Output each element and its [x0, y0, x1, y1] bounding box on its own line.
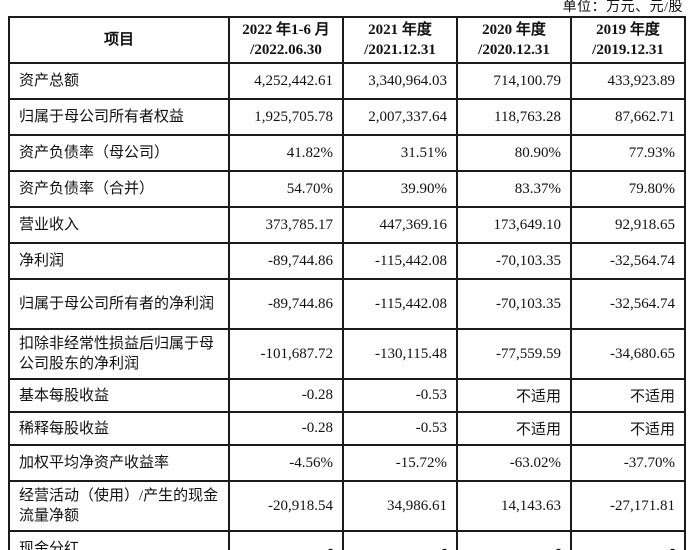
cell-value: -	[342, 530, 458, 550]
table-row: 基本每股收益 -0.28 -0.53 不适用 不适用	[8, 378, 686, 413]
cell-value: -0.53	[342, 411, 458, 446]
cell-value: 80.90%	[456, 134, 572, 172]
cell-value: 39.90%	[342, 170, 458, 208]
table-row: 稀释每股收益 -0.28 -0.53 不适用 不适用	[8, 411, 686, 446]
row-label: 归属于母公司所有者的净利润	[8, 278, 230, 330]
cell-value: -32,564.74	[570, 242, 686, 280]
cell-value: -115,442.08	[342, 278, 458, 330]
cell-value: -32,564.74	[570, 278, 686, 330]
cell-value: -	[570, 530, 686, 550]
cell-value: 77.93%	[570, 134, 686, 172]
column-header-2022: 2022 年1-6 月 /2022.06.30	[228, 16, 344, 64]
cell-value: 1,925,705.78	[228, 98, 344, 136]
row-label: 营业收入	[8, 206, 230, 244]
column-header-item: 项目	[8, 16, 230, 64]
row-label: 现金分红	[8, 530, 230, 550]
row-label: 经营活动（使用）/产生的现金流量净额	[8, 480, 230, 532]
row-label: 加权平均净资产收益率	[8, 444, 230, 482]
table-row: 资产负债率（合并） 54.70% 39.90% 83.37% 79.80%	[8, 170, 686, 208]
cell-value: -77,559.59	[456, 328, 572, 380]
row-label: 净利润	[8, 242, 230, 280]
cell-value: -89,744.86	[228, 242, 344, 280]
cell-value: 118,763.28	[456, 98, 572, 136]
cell-value: 3,340,964.03	[342, 62, 458, 100]
cell-value: 79.80%	[570, 170, 686, 208]
row-label: 基本每股收益	[8, 378, 230, 413]
table-row: 现金分红 - - - -	[8, 530, 686, 550]
table-row: 经营活动（使用）/产生的现金流量净额 -20,918.54 34,986.61 …	[8, 480, 686, 532]
table-header-row: 项目 2022 年1-6 月 /2022.06.30 2021 年度 /2021…	[8, 16, 686, 64]
table-row: 扣除非经常性损益后归属于母公司股东的净利润 -101,687.72 -130,1…	[8, 328, 686, 380]
cell-value: 447,369.16	[342, 206, 458, 244]
row-label: 资产负债率（母公司）	[8, 134, 230, 172]
table-row: 加权平均净资产收益率 -4.56% -15.72% -63.02% -37.70…	[8, 444, 686, 482]
row-label: 稀释每股收益	[8, 411, 230, 446]
row-label: 资产负债率（合并）	[8, 170, 230, 208]
cell-value: 4,252,442.61	[228, 62, 344, 100]
row-label: 扣除非经常性损益后归属于母公司股东的净利润	[8, 328, 230, 380]
cell-value: -	[228, 530, 344, 550]
cell-value: -89,744.86	[228, 278, 344, 330]
cell-value: -27,171.81	[570, 480, 686, 532]
cell-value: 41.82%	[228, 134, 344, 172]
table-row: 资产总额 4,252,442.61 3,340,964.03 714,100.7…	[8, 62, 686, 100]
cell-value: 83.37%	[456, 170, 572, 208]
cell-value: 54.70%	[228, 170, 344, 208]
cell-value: -34,680.65	[570, 328, 686, 380]
cell-value: -20,918.54	[228, 480, 344, 532]
table-row: 营业收入 373,785.17 447,369.16 173,649.10 92…	[8, 206, 686, 244]
cell-value: -70,103.35	[456, 278, 572, 330]
cell-value: 31.51%	[342, 134, 458, 172]
unit-note: 单位：万元、元/股	[562, 0, 683, 15]
cell-value: 不适用	[570, 378, 686, 413]
cell-value: -	[456, 530, 572, 550]
cell-value: -101,687.72	[228, 328, 344, 380]
table-row: 资产负债率（母公司） 41.82% 31.51% 80.90% 77.93%	[8, 134, 686, 172]
cell-value: 14,143.63	[456, 480, 572, 532]
cell-value: 87,662.71	[570, 98, 686, 136]
table-row: 归属于母公司所有者权益 1,925,705.78 2,007,337.64 11…	[8, 98, 686, 136]
financial-summary-table: 项目 2022 年1-6 月 /2022.06.30 2021 年度 /2021…	[8, 16, 686, 550]
cell-value: 714,100.79	[456, 62, 572, 100]
table-row: 归属于母公司所有者的净利润 -89,744.86 -115,442.08 -70…	[8, 278, 686, 330]
cell-value: 不适用	[456, 411, 572, 446]
cell-value: -115,442.08	[342, 242, 458, 280]
cell-value: -0.28	[228, 411, 344, 446]
cell-value: 34,986.61	[342, 480, 458, 532]
cell-value: -37.70%	[570, 444, 686, 482]
column-header-2020: 2020 年度 /2020.12.31	[456, 16, 572, 64]
cell-value: -0.28	[228, 378, 344, 413]
cell-value: -63.02%	[456, 444, 572, 482]
cell-value: 不适用	[456, 378, 572, 413]
table-row: 净利润 -89,744.86 -115,442.08 -70,103.35 -3…	[8, 242, 686, 280]
row-label: 资产总额	[8, 62, 230, 100]
row-label: 归属于母公司所有者权益	[8, 98, 230, 136]
cell-value: -0.53	[342, 378, 458, 413]
cell-value: 433,923.89	[570, 62, 686, 100]
cell-value: -15.72%	[342, 444, 458, 482]
cell-value: 2,007,337.64	[342, 98, 458, 136]
cell-value: 92,918.65	[570, 206, 686, 244]
column-header-2021: 2021 年度 /2021.12.31	[342, 16, 458, 64]
cell-value: 不适用	[570, 411, 686, 446]
column-header-2019: 2019 年度 /2019.12.31	[570, 16, 686, 64]
cell-value: -130,115.48	[342, 328, 458, 380]
cell-value: -4.56%	[228, 444, 344, 482]
cell-value: 173,649.10	[456, 206, 572, 244]
cell-value: -70,103.35	[456, 242, 572, 280]
cell-value: 373,785.17	[228, 206, 344, 244]
